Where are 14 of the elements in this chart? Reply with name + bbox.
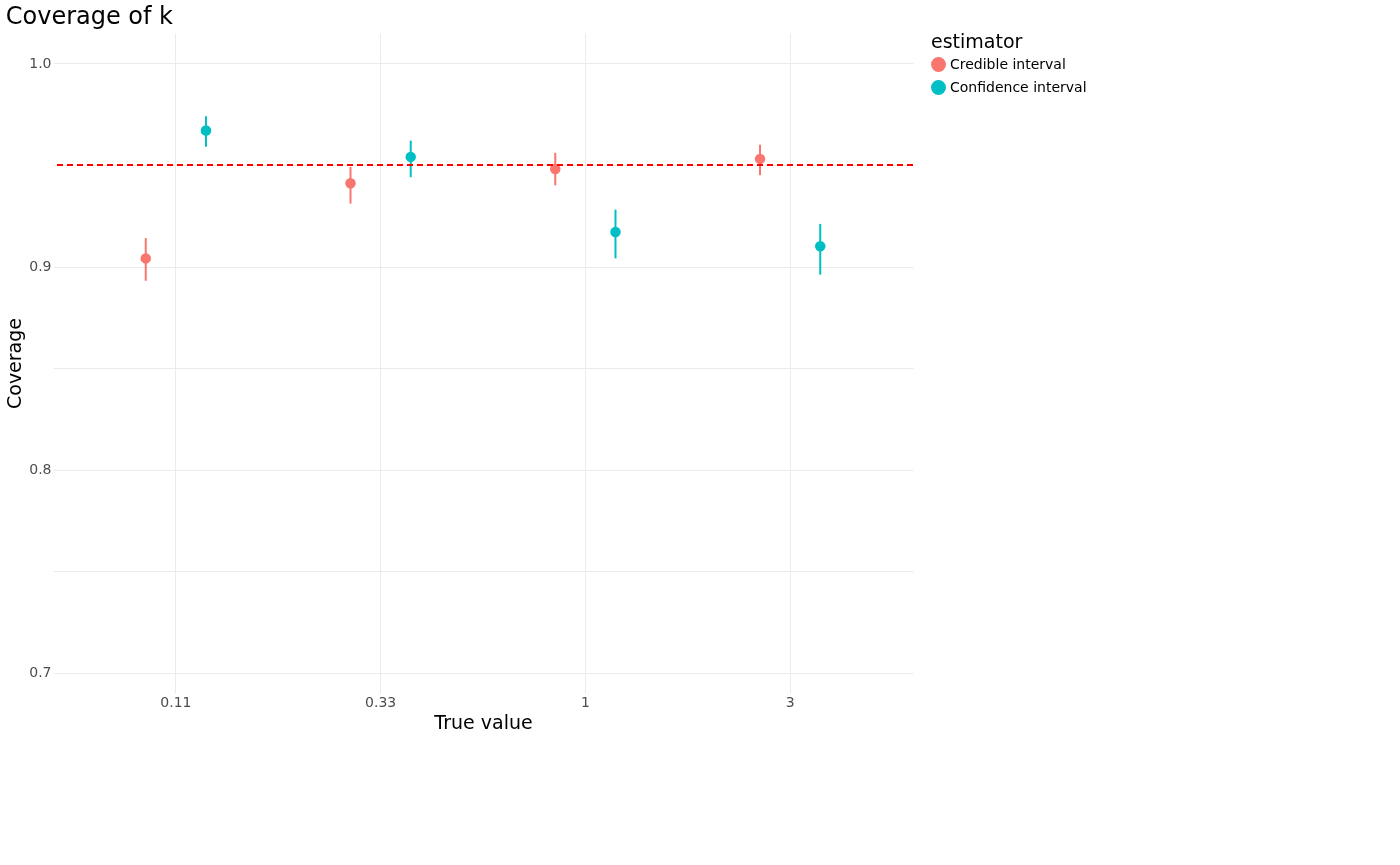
y-tick-label: 0.9 — [29, 258, 52, 275]
y-tick-label: 1.0 — [29, 54, 52, 71]
y-tick-label: 0.8 — [29, 461, 52, 478]
legend-label: Credible interval — [950, 55, 1066, 72]
x-tick-label: 0.33 — [365, 693, 397, 710]
x-tick-label: 0.11 — [160, 693, 192, 710]
legend-title: estimator — [931, 30, 1023, 52]
x-tick-label: 1 — [580, 693, 590, 710]
chart-title: Coverage of k — [5, 2, 174, 30]
y-tick-label: 0.7 — [29, 664, 52, 681]
x-tick-label: 3 — [785, 693, 795, 710]
legend-label: Confidence interval — [950, 78, 1087, 95]
x-axis-title: True value — [433, 710, 533, 733]
y-axis-title: Coverage — [3, 317, 26, 410]
